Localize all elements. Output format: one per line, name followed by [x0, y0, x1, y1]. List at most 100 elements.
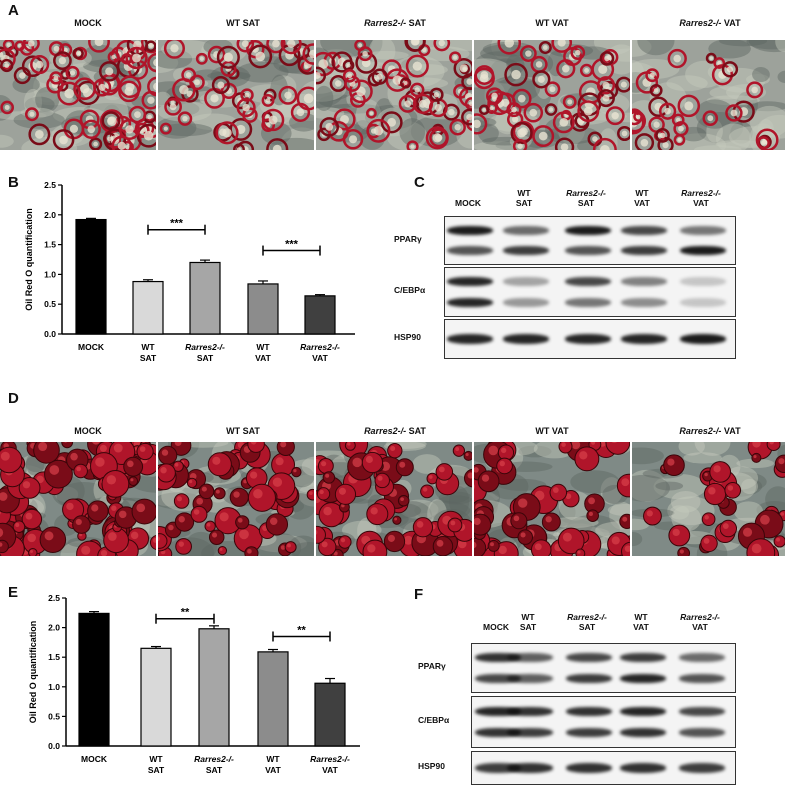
lipid-droplet	[158, 445, 178, 465]
lipid-droplet	[0, 58, 14, 73]
lipid-droplet	[49, 71, 63, 85]
micrograph-label-2: WT SAT	[226, 18, 260, 28]
cell-center	[549, 86, 556, 93]
cell-center	[242, 103, 250, 112]
lipid-droplet	[30, 54, 50, 75]
cell-center	[125, 125, 134, 134]
bar-3	[189, 261, 221, 335]
protein-band	[503, 277, 549, 287]
background-texture	[759, 114, 785, 139]
lipid-droplet	[186, 477, 198, 489]
lipid-highlight	[422, 487, 428, 492]
cell-center	[241, 40, 249, 48]
cell-center	[182, 115, 188, 122]
lipid-highlight	[44, 531, 54, 541]
lipid-droplet	[52, 129, 75, 150]
lipid-droplet	[755, 128, 779, 150]
protein-band	[679, 653, 725, 663]
micrograph-label-4: WT VAT	[535, 18, 569, 28]
blot-column-label-1: MOCK	[455, 198, 481, 208]
lipid-droplet	[134, 122, 150, 139]
x-tick-label: WT	[141, 342, 155, 352]
lipid-highlight	[178, 516, 185, 523]
cell-center	[117, 141, 126, 150]
lipid-droplet	[671, 113, 685, 127]
lipid-highlight	[206, 522, 211, 527]
lipid-droplet	[75, 80, 101, 106]
cell-center	[474, 119, 481, 129]
blot-strip-3	[444, 319, 736, 359]
lipid-droplet	[247, 442, 265, 453]
lipid-droplet	[599, 51, 615, 66]
cell-center	[491, 92, 498, 100]
blot-column-label-2: WT SAT	[515, 188, 533, 208]
lipid-highlight	[233, 491, 240, 498]
lipid-highlight	[752, 442, 761, 448]
lipid-droplet	[746, 81, 764, 99]
lipid-droplet	[24, 107, 39, 122]
lipid-highlight	[49, 465, 60, 475]
background-texture	[715, 123, 751, 150]
blot-column-label-5: Rarres2-/- VAT	[680, 612, 720, 632]
lipid-droplet	[435, 463, 454, 481]
y-tick-label: 0.0	[48, 741, 60, 751]
lipid-droplet	[705, 52, 717, 64]
cell-center	[761, 140, 766, 146]
lipid-droplet	[633, 111, 644, 122]
cell-center	[538, 131, 548, 141]
micrograph-texture	[158, 40, 314, 150]
cell-center	[649, 72, 655, 78]
cell-center	[272, 40, 280, 48]
x-tick-label: MOCK	[78, 342, 105, 352]
lipid-droplet	[147, 52, 156, 73]
background-texture	[632, 60, 644, 84]
background-texture	[593, 40, 630, 55]
lipid-highlight	[622, 516, 628, 522]
lipid-droplet	[316, 525, 326, 544]
protein-band	[680, 245, 726, 255]
x-tick-label: MOCK	[81, 754, 108, 764]
cell-center	[611, 111, 619, 120]
background-texture	[12, 76, 40, 93]
lipid-highlight	[513, 515, 520, 522]
lipid-highlight	[168, 524, 174, 531]
lipid-droplet	[538, 41, 552, 55]
cell-center	[185, 72, 192, 78]
x-tick-label: Rarres2-/-	[194, 754, 234, 764]
lipid-highlight	[561, 442, 566, 447]
y-tick-label: 2.0	[44, 210, 56, 220]
lipid-highlight	[400, 497, 404, 502]
lipid-droplet	[220, 60, 237, 77]
lipid-droplet	[344, 75, 361, 92]
lipid-highlight	[22, 481, 31, 489]
lipid-highlight	[30, 550, 34, 553]
background-texture	[456, 122, 472, 149]
cell-center	[434, 104, 442, 112]
blot-row-label-1: PPARγ	[394, 233, 422, 244]
lipid-droplet	[519, 45, 537, 62]
lipid-highlight	[201, 486, 207, 492]
cell-center	[438, 40, 445, 47]
lipid-droplet	[189, 74, 205, 91]
lipid-droplet	[673, 133, 686, 146]
lipid-droplet	[123, 456, 144, 477]
lipid-highlight	[106, 475, 117, 485]
lipid-highlight	[428, 475, 433, 479]
lipid-droplet	[72, 515, 91, 534]
protein-band	[620, 673, 666, 683]
background-texture	[672, 133, 727, 150]
micrograph-label-3: Rarres2-/- SAT	[364, 18, 426, 28]
lipid-droplet	[532, 70, 551, 89]
lipid-droplet	[596, 76, 616, 95]
cell-center	[602, 94, 610, 102]
cell-center	[525, 50, 532, 57]
lipid-highlight	[152, 537, 156, 543]
lipid-highlight	[611, 442, 618, 444]
lipid-highlight	[588, 497, 595, 505]
lipid-droplet	[477, 470, 500, 493]
lipid-droplet	[278, 85, 298, 105]
lipid-highlight	[579, 451, 588, 460]
bar-3	[198, 628, 230, 747]
micrograph-4	[474, 40, 632, 150]
panel-letter-e: E	[8, 584, 19, 601]
